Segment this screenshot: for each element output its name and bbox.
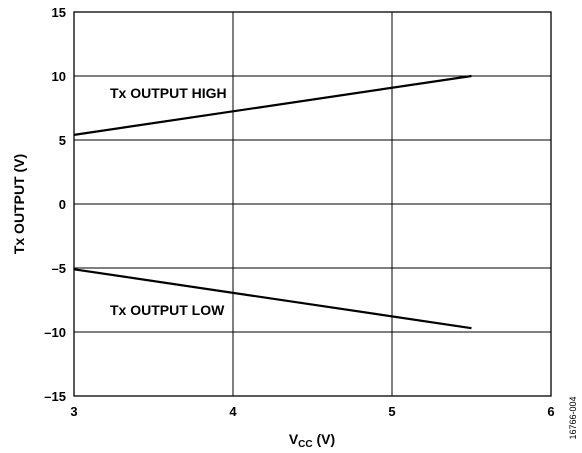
- grid-lines: [74, 12, 551, 396]
- y-tick-label: 15: [52, 5, 66, 20]
- x-tick-labels: 3 4 5 6: [70, 404, 554, 419]
- y-axis-title: Tx OUTPUT (V): [11, 154, 27, 254]
- x-tick-label: 4: [229, 404, 237, 419]
- x-tick-label: 3: [70, 404, 77, 419]
- x-tick-label: 5: [388, 404, 395, 419]
- y-tick-label: 5: [59, 133, 66, 148]
- y-tick-label: –5: [52, 261, 66, 276]
- y-tick-label: –10: [44, 325, 66, 340]
- x-axis-title-unit: (V): [313, 431, 336, 447]
- plot-frame: [73, 11, 552, 397]
- y-tick-label: 0: [59, 197, 66, 212]
- series-line-output-low: [73, 268, 472, 330]
- annotation-output-low: Tx OUTPUT LOW: [110, 302, 225, 318]
- y-tick-label: –15: [44, 389, 66, 404]
- y-tick-label: 10: [52, 69, 66, 84]
- x-tick-label: 6: [547, 404, 554, 419]
- series-lines: [73, 74, 472, 330]
- series-line-output-high: [73, 74, 472, 136]
- x-axis-title-subscript: CC: [298, 439, 312, 450]
- x-axis-title-main: V: [289, 431, 299, 447]
- annotation-output-high: Tx OUTPUT HIGH: [110, 85, 227, 101]
- x-axis-title: VCC (V): [289, 431, 335, 450]
- y-tick-labels: 15 10 5 0 –5 –10 –15: [44, 5, 66, 404]
- figure-code: 16766-004: [568, 396, 578, 439]
